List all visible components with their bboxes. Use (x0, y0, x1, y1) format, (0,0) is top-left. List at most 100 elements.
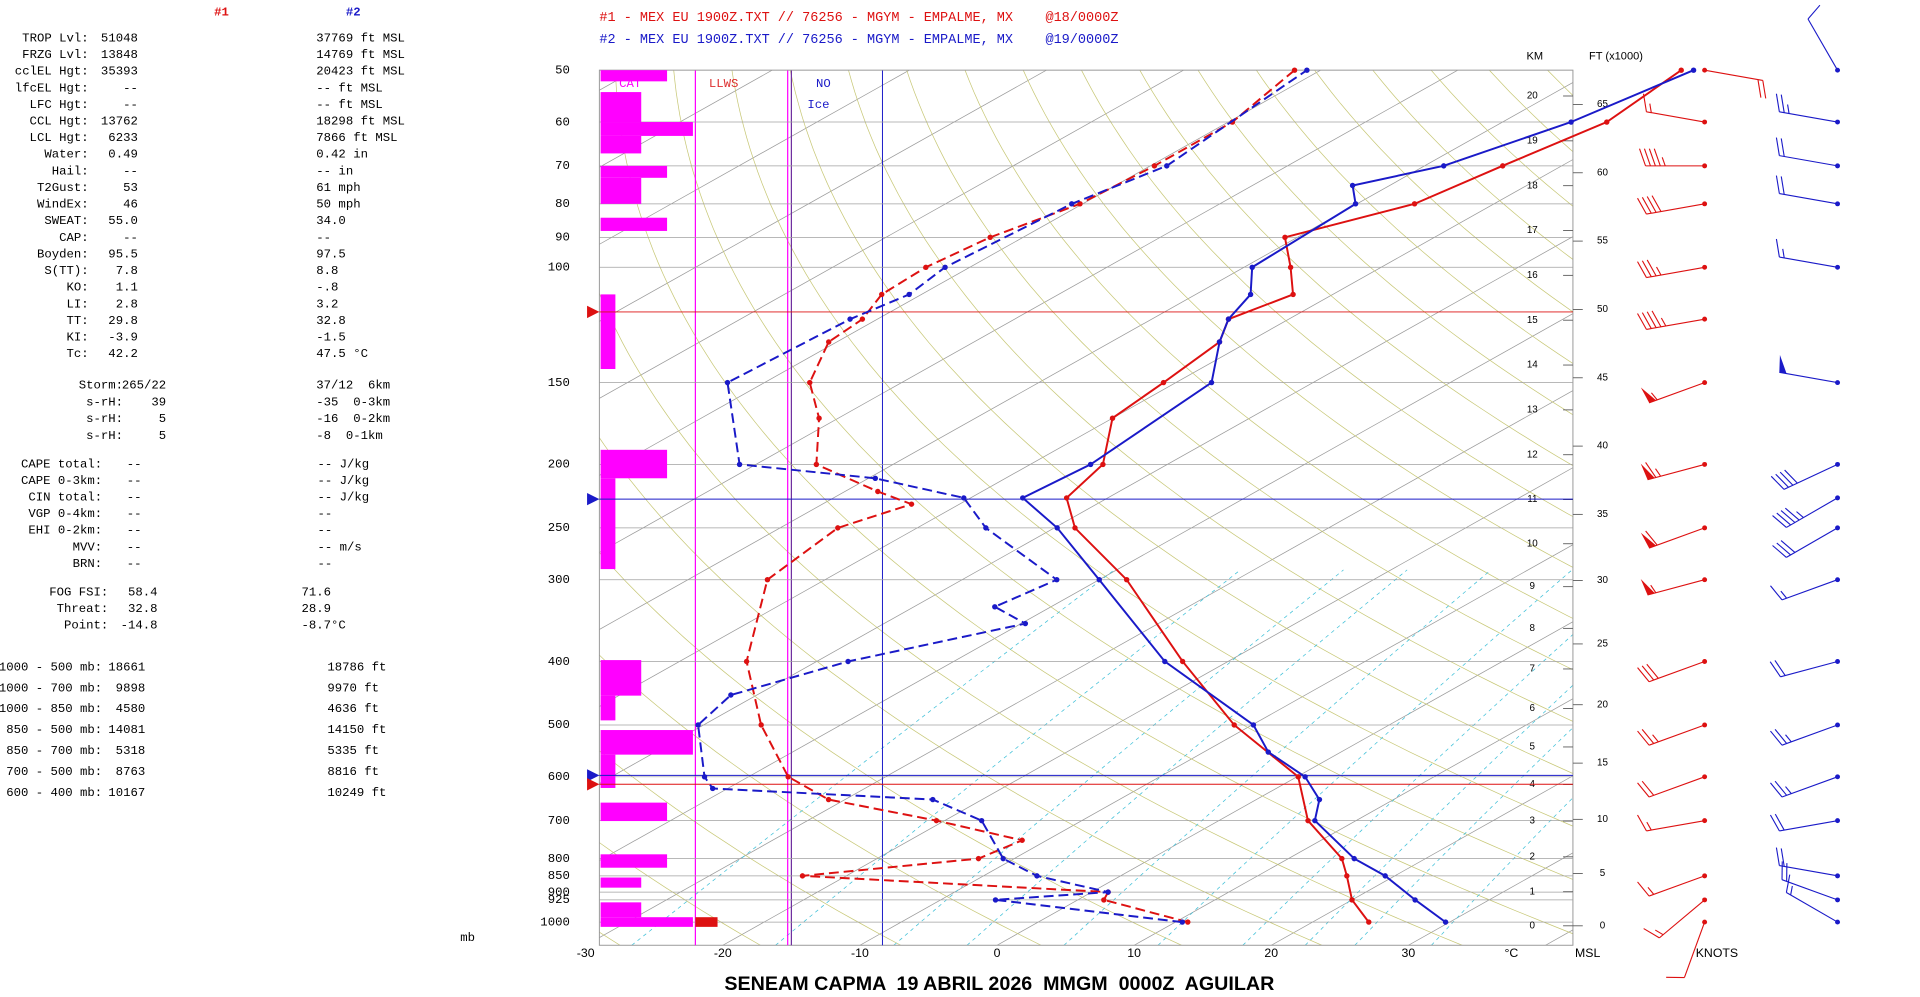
barb-shaft (1781, 724, 1838, 746)
barb-feather (1770, 475, 1785, 490)
barb-shaft (1779, 865, 1838, 877)
km-tick-label: 9 (1530, 581, 1535, 592)
index-label: 1000 - 500 mb: (0, 660, 102, 674)
index-value-2: -8 0-1km (316, 429, 382, 443)
index-label: Tc: (66, 347, 88, 361)
isotherm (599, 159, 1573, 707)
ft-tick-label: 20 (1597, 699, 1608, 710)
index-value-1: 18661 (108, 660, 145, 674)
barb-feather (1762, 80, 1767, 99)
llws-bar (695, 917, 718, 927)
index-value-2: -- (316, 231, 331, 245)
profile-point (847, 316, 853, 322)
barb-feather (1641, 197, 1652, 214)
index-value-1: -3.9 (108, 331, 138, 345)
km-tick-label: 15 (1527, 315, 1538, 326)
barb-shaft (1786, 892, 1838, 923)
profile-point (1096, 576, 1102, 583)
barb-station (1835, 495, 1840, 501)
barb-feather (1785, 874, 1791, 893)
y-tick-label: 250 (548, 521, 570, 535)
barb-feather (1646, 196, 1657, 213)
index-value-2: 28.9 (302, 602, 332, 616)
barb-feather (1653, 148, 1661, 167)
index-value-1: 55.0 (108, 214, 138, 228)
header-line: #2 - MEX EU 1900Z.TXT // 76256 - MGYM - … (599, 33, 1118, 48)
profile-point (1164, 163, 1170, 169)
index-value-2: -- in (316, 164, 353, 178)
barb-feather (1660, 317, 1667, 327)
cat-bar (600, 92, 642, 123)
profile-point (983, 525, 989, 531)
index-label: Hail: (52, 164, 89, 178)
wind-barb (1637, 873, 1708, 897)
barb-feather (1776, 542, 1792, 556)
ft-tick-label: 25 (1597, 639, 1608, 650)
ice-label: Ice (807, 98, 829, 112)
dry-adiabat (1664, 70, 1920, 945)
profile-point (1100, 461, 1106, 468)
profile-point (1185, 919, 1191, 925)
barb-station (1835, 873, 1840, 879)
profile-point (785, 774, 791, 780)
barb-station (1702, 774, 1708, 780)
wind-barb (1637, 659, 1708, 683)
barb-shaft (1780, 660, 1838, 678)
barb-pennant (1779, 354, 1787, 374)
index-label: S(TT): (44, 264, 88, 278)
index-value-2: -8.7°C (302, 619, 346, 633)
barb-shaft (1646, 820, 1705, 832)
cat-bar (600, 294, 616, 370)
barb-feather (1775, 137, 1780, 156)
profile-point (1339, 855, 1345, 862)
barb-station (1835, 774, 1840, 780)
x-tick-label: 30 (1402, 946, 1416, 960)
wind-barb (1772, 525, 1840, 558)
dry-adiabat (964, 70, 1573, 619)
index-value-1: 7.8 (116, 264, 138, 278)
profile-point (807, 379, 813, 386)
index-label: CCL Hgt: (30, 115, 89, 129)
barb-station (1702, 818, 1708, 824)
grid-line (599, 390, 1573, 938)
profile-point (975, 855, 982, 862)
cat-bar (600, 754, 616, 788)
grid-line (859, 544, 1573, 946)
index-value-1: 35393 (101, 65, 138, 79)
index-value-1: -- (127, 540, 142, 554)
index-label: 600 - 400 mb: (6, 786, 102, 800)
barb-pennant (1640, 578, 1655, 595)
barb-station (1702, 873, 1708, 879)
wind-barb (1770, 461, 1840, 490)
y-tick-label: 300 (548, 573, 570, 587)
index-value-2: 10249 ft (327, 786, 386, 800)
profile-point (961, 495, 967, 501)
index-value-2: 7866 ft MSL (316, 131, 397, 145)
barb-feather (1651, 310, 1662, 328)
km-tick-label: 3 (1530, 816, 1536, 827)
index-label: WindEx: (37, 198, 89, 212)
barb-feather (1780, 138, 1785, 157)
profile-point (1287, 264, 1294, 271)
ft-label: FT (x1000) (1589, 51, 1643, 63)
profile-point (1054, 576, 1060, 583)
barb-feather (1769, 814, 1780, 832)
index-value-1: -- (123, 81, 138, 95)
index-label: 850 - 700 mb: (6, 744, 102, 758)
barb-shaft (1704, 69, 1763, 81)
cat-bar (600, 122, 693, 136)
barb-shaft (1786, 497, 1838, 528)
index-value-2: 32.8 (316, 314, 346, 328)
wind-barb (1643, 897, 1708, 939)
barb-pennant (1640, 463, 1655, 480)
mixing-ratio (893, 569, 1344, 946)
barb-feather (1769, 661, 1781, 678)
wind-barb (1638, 148, 1708, 169)
ice-label: NO (816, 77, 831, 91)
index-value-2: 18786 ft (327, 660, 386, 674)
barb-feather (1774, 780, 1788, 796)
barb-feather (1641, 312, 1652, 329)
index-value-2: -- J/kg (318, 491, 370, 505)
y-tick-label: 70 (555, 159, 570, 173)
index-label: Point: (64, 619, 108, 633)
